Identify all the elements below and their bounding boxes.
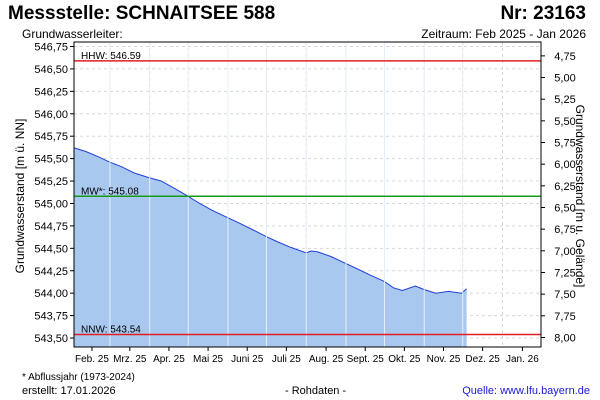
right-tick-label: 6,75 (554, 224, 575, 236)
left-tick-label: 545,00 (34, 198, 68, 210)
x-tick-label: Juli 25 (272, 354, 301, 365)
period-label: Zeitraum: Feb 2025 - Jan 2026 (421, 27, 586, 41)
created-date: erstellt: 17.01.2026 (22, 385, 116, 397)
x-tick-label: Nov. 25 (427, 354, 461, 365)
right-tick-label: 5,25 (554, 94, 575, 106)
x-tick-label: Okt. 25 (388, 354, 421, 365)
ref-label-hhw: HHW: 546.59 (81, 51, 141, 62)
left-tick-label: 543,75 (34, 311, 68, 323)
left-tick-label: 544,25 (34, 266, 68, 278)
right-tick-label: 6,25 (554, 181, 575, 193)
x-tick-label: Mrz. 25 (113, 354, 147, 365)
right-tick-label: 7,25 (554, 267, 575, 279)
x-axis: Feb. 25 Mrz. 25 Apr. 25 Mai 25 Juni 25 Juli 2… (75, 347, 539, 365)
right-tick-label: 8,00 (554, 332, 575, 344)
right-tick-label: 5,00 (554, 73, 575, 85)
left-tick-label: 545,50 (34, 154, 68, 166)
x-tick-label: Mai 25 (193, 354, 223, 365)
footnote: * Abflussjahr (1973-2024) (22, 372, 135, 383)
right-tick-label: 7,75 (554, 311, 575, 323)
ref-label-nnw: NNW: 543.54 (81, 324, 141, 335)
left-tick-label: 545,25 (34, 176, 68, 188)
left-tick-label: 546,00 (34, 109, 68, 121)
right-tick-label: 4,75 (554, 51, 575, 63)
x-tick-label: Jan. 26 (506, 354, 539, 365)
ref-label-mw: MW*: 545.08 (81, 186, 139, 197)
left-tick-label: 543,50 (34, 333, 68, 345)
left-tick-label: 544,50 (34, 243, 68, 255)
left-tick-label: 546,25 (34, 86, 68, 98)
left-tick-label: 544,75 (34, 221, 68, 233)
right-tick-label: 6,50 (554, 202, 575, 214)
right-axis: 4,75 5,00 5,25 5,50 5,75 6,00 6,25 6,50 6,75 7,00… (541, 51, 576, 344)
x-tick-label: Juni 25 (231, 354, 264, 365)
right-axis-label: Grundwasserstand [m u. Gelände] (573, 105, 587, 288)
left-tick-label: 545,75 (34, 131, 68, 143)
right-tick-label: 7,00 (554, 246, 575, 258)
x-tick-label: Sept. 25 (347, 354, 385, 365)
aquifer-label: Grundwasserleiter: (22, 27, 123, 41)
left-tick-label: 546,50 (34, 64, 68, 76)
right-tick-label: 5,50 (554, 116, 575, 128)
left-axis-label: Grundwasserstand [m ü. NN] (13, 119, 27, 274)
x-tick-label: Dez. 25 (465, 354, 500, 365)
x-tick-label: Aug. 25 (309, 354, 344, 365)
x-tick-label: Feb. 25 (75, 354, 109, 365)
right-tick-label: 6,00 (554, 159, 575, 171)
right-tick-label: 5,75 (554, 138, 575, 150)
x-tick-label: Apr. 25 (153, 354, 185, 365)
series-line (73, 147, 467, 294)
left-axis: 546,75 546,50 546,25 546,00 545,75 545,50 545,… (34, 41, 74, 345)
raw-data-label: - Rohdaten - (285, 385, 347, 397)
right-tick-label: 7,50 (554, 289, 575, 301)
source-link[interactable]: Quelle: www.lfu.bayern.de (462, 385, 590, 397)
station-number: Nr: 23163 (500, 3, 586, 24)
series-area (74, 147, 467, 347)
left-tick-label: 544,00 (34, 288, 68, 300)
page-title: Messstelle: SCHNAITSEE 588 (8, 3, 276, 24)
left-tick-label: 546,75 (34, 41, 68, 53)
plot-frame (73, 41, 542, 348)
